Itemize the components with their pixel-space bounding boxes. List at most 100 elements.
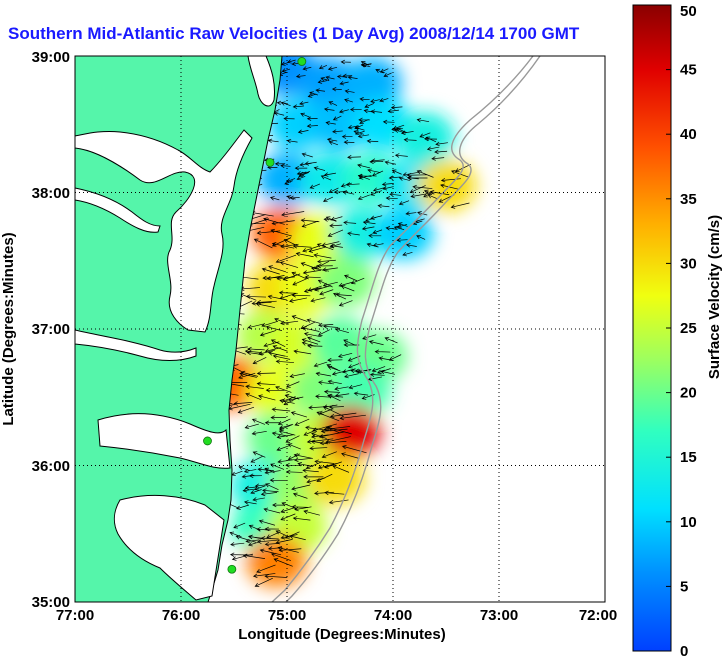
velocity-arrow (306, 116, 318, 121)
velocity-arrow (340, 285, 355, 292)
velocity-arrow (353, 391, 369, 396)
velocity-arrow (397, 223, 408, 229)
velocity-arrow (235, 535, 257, 543)
velocity-arrow (423, 136, 437, 142)
velocity-arrow (332, 129, 343, 134)
velocity-arrow (343, 339, 356, 346)
velocity-arrow (315, 371, 332, 377)
velocity-arrow (233, 401, 253, 406)
velocity-arrow (361, 62, 372, 68)
velocity-arrow (407, 175, 428, 181)
velocity-arrow (397, 222, 408, 227)
velocity-arrow (300, 112, 310, 118)
velocity-arrow (322, 281, 338, 288)
velocity-arrow (307, 285, 322, 292)
velocity-arrow (319, 440, 347, 446)
velocity-arrow (385, 195, 398, 201)
velocity-arrow (398, 200, 410, 206)
velocity-arrow (265, 325, 283, 331)
velocity-arrow (322, 267, 338, 272)
colorbar-tick-label: 30 (680, 255, 697, 272)
velocity-arrow (277, 546, 299, 553)
velocity-arrow (402, 251, 413, 257)
velocity-arrow (262, 488, 279, 493)
velocity-arrow (325, 75, 335, 80)
shelf-isobaths (271, 56, 541, 602)
chart-title: Southern Mid-Atlantic Raw Velocities (1 … (8, 24, 580, 43)
velocity-arrow (306, 438, 334, 444)
velocity-arrow (258, 519, 276, 526)
y-axis-label: Latitude (Degrees:Minutes) (0, 232, 17, 425)
velocity-arrow (391, 169, 402, 175)
velocity-arrow (328, 140, 339, 146)
velocity-arrow (431, 156, 445, 161)
velocity-arrow (295, 74, 306, 79)
velocity-arrow (327, 394, 341, 402)
velocity-arrow (295, 251, 314, 258)
velocity-arrow (302, 245, 319, 253)
velocity-arrow (322, 196, 334, 203)
velocity-arrow (252, 497, 265, 502)
colorbar-tick-label: 20 (680, 385, 697, 402)
x-tick-label: 75:00 (268, 607, 306, 624)
velocity-arrow (287, 443, 301, 450)
x-tick-label: 77:00 (56, 607, 94, 624)
y-tick-label: 35:00 (32, 594, 70, 611)
velocity-arrow (293, 349, 312, 355)
velocity-arrow (344, 274, 358, 282)
velocity-arrow (377, 203, 390, 209)
velocity-arrow (301, 152, 313, 158)
velocity-arrow (398, 176, 410, 181)
velocity-arrow (327, 66, 338, 71)
velocity-arrow (319, 289, 334, 296)
velocity-arrow (325, 120, 336, 126)
velocity-arrow (328, 101, 338, 106)
y-tick-label: 36:00 (32, 458, 70, 475)
velocity-arrow (277, 418, 291, 426)
velocity-arrow (256, 230, 281, 236)
velocity-arrow (347, 231, 360, 236)
velocity-arrow (335, 292, 352, 297)
velocity-arrow (294, 165, 308, 171)
velocity-arrow (323, 426, 351, 432)
velocity-arrow (254, 483, 268, 488)
velocity-arrow (322, 405, 344, 417)
y-tick-label: 38:00 (32, 185, 70, 202)
y-axis: 35:00 36:00 37:00 38:00 39:00 Latitude (… (0, 49, 70, 611)
colorbar-gradient (632, 4, 672, 652)
velocity-arrow (333, 292, 347, 300)
velocity-arrow (389, 192, 402, 197)
plot-frame (74, 55, 606, 603)
velocity-arrow (265, 388, 285, 393)
velocity-arrow (245, 392, 262, 400)
velocity-arrow (270, 463, 285, 470)
velocity-arrow (260, 491, 278, 497)
velocity-arrow (405, 243, 417, 248)
velocity-arrow (273, 558, 293, 567)
velocity-arrow (270, 552, 291, 561)
velocity-arrow (256, 564, 276, 573)
velocity-arrow (321, 241, 340, 247)
velocity-arrow (290, 411, 308, 418)
hf-radar-stations (203, 57, 307, 574)
velocity-arrow (333, 189, 348, 195)
velocity-arrow (264, 420, 281, 425)
velocity-arrow (276, 100, 288, 106)
velocity-arrow (317, 259, 336, 264)
velocity-arrow (361, 226, 375, 231)
velocity-arrow (275, 359, 294, 364)
colorbar-tick-label: 35 (680, 191, 697, 208)
velocity-arrow (318, 431, 345, 439)
velocity-arrow (326, 137, 338, 143)
velocity-arrow (317, 79, 328, 84)
velocity-arrow (283, 116, 295, 121)
velocity-arrow (240, 370, 259, 377)
velocity-arrow (343, 220, 357, 225)
velocity-arrow (370, 190, 382, 196)
velocity-arrow (245, 384, 264, 389)
potomac-river (75, 187, 161, 233)
velocity-arrow (252, 451, 266, 458)
velocity-arrow (368, 339, 384, 346)
velocity-arrow (329, 223, 343, 228)
velocity-arrow (367, 168, 381, 173)
